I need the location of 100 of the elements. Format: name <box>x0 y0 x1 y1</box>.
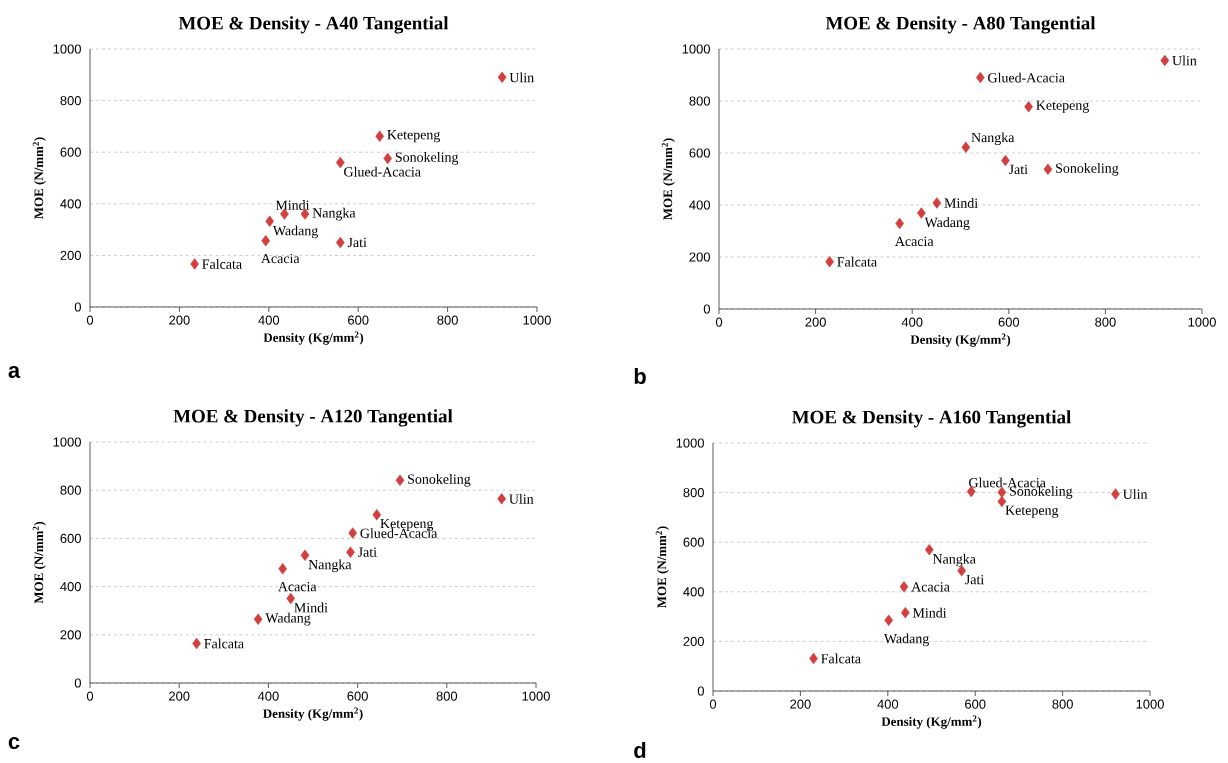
x-axis-title: Density (Kg/mm$^{2}$) <box>263 331 364 345</box>
annotation: Falcata <box>837 256 877 267</box>
y-tick-label: 400 <box>60 199 81 209</box>
y-tick-label: 600 <box>683 537 704 547</box>
x-tick-label: 800 <box>1095 317 1116 327</box>
x-tick-label: 0 <box>86 315 94 325</box>
y-tick-label: 600 <box>689 148 710 158</box>
point <box>1111 488 1120 500</box>
annotation: Glued-Acacia <box>344 166 421 177</box>
annotation: Ketepeng <box>1005 505 1059 518</box>
y-axis-title: MOE (N/mm$^{2}$) <box>32 521 46 604</box>
x-tick-label: 600 <box>965 699 986 709</box>
x-tick-label: 0 <box>86 691 94 701</box>
x-tick-label: 0 <box>715 317 723 327</box>
annotation: Sonokeling <box>1056 163 1119 176</box>
point <box>884 614 894 627</box>
x-tick-label: 1000 <box>1136 699 1164 709</box>
y-tick-label: 1000 <box>676 438 704 448</box>
annotation: Wadang <box>883 633 929 647</box>
annotation: Nangka <box>971 132 1015 146</box>
x-tick-label: 1000 <box>522 691 550 701</box>
annotation: Ketepeng <box>1036 100 1089 113</box>
x-tick-label: 400 <box>257 691 279 701</box>
y-tick-label: 200 <box>689 252 710 262</box>
point <box>997 495 1007 508</box>
chart-title: MOE & Density - A160 Tangential <box>792 410 1071 428</box>
chart-title: MOE & Density - A40 Tangential <box>178 16 449 34</box>
annotation: Wadang <box>924 217 970 230</box>
y-axis-title: MOE (N/mm$^{2}$) <box>32 137 46 219</box>
text: c <box>8 736 20 750</box>
y-tick-label: 800 <box>60 96 81 106</box>
y-tick-label: 400 <box>689 200 710 210</box>
point <box>917 207 926 219</box>
x-axis-title: Density (Kg/mm$^{2}$) <box>910 333 1011 347</box>
annotation: Acacia <box>911 582 950 592</box>
point <box>286 592 296 605</box>
y-axis-title: MOE (N/mm$^{2}$) <box>661 138 675 220</box>
y-tick-label: 800 <box>683 488 704 498</box>
x-tick-label: 800 <box>437 315 458 325</box>
point <box>190 258 199 270</box>
annotation: Jati <box>357 547 377 557</box>
x-tick-label: 600 <box>347 691 368 701</box>
y-tick-label: 200 <box>683 636 704 646</box>
x-tick-label: 200 <box>805 317 826 327</box>
annotation: Jati <box>965 574 984 585</box>
x-axis-title: Density (Kg/mm$^{2}$) <box>263 707 363 721</box>
x-tick-label: 1000 <box>523 315 551 325</box>
y-tick-label: 200 <box>60 630 81 640</box>
y-tick-label: 0 <box>703 304 710 314</box>
y-tick-label: 1000 <box>53 437 81 447</box>
y-tick-label: 200 <box>60 250 81 260</box>
annotation: Mindi <box>294 602 328 613</box>
y-axis-title: MOE (N/mm$^{2}$) <box>655 526 669 608</box>
annotation: Sonokeling <box>408 473 471 487</box>
annotation: Nangka <box>932 553 976 567</box>
x-tick-label: 0 <box>709 699 717 709</box>
annotation: Nangka <box>312 207 356 221</box>
point <box>278 563 287 575</box>
point <box>1024 101 1033 113</box>
annotation: Ulin <box>509 493 534 504</box>
x-tick-label: 800 <box>436 691 458 701</box>
point <box>1160 54 1170 67</box>
point <box>375 130 384 142</box>
point <box>395 474 405 487</box>
annotation: Ulin <box>1122 489 1148 499</box>
annotation: Ulin <box>1172 55 1197 66</box>
y-tick-label: 600 <box>60 147 81 157</box>
annotation: Sonokeling <box>1010 486 1073 499</box>
y-tick-label: 600 <box>60 533 81 543</box>
point <box>961 141 971 153</box>
x-axis-title: Density (Kg/mm$^{2}$) <box>881 715 982 729</box>
point <box>497 493 506 505</box>
point <box>932 197 942 209</box>
annotation: Acacia <box>894 236 934 247</box>
annotation: Acacia <box>261 253 300 264</box>
x-tick-label: 200 <box>790 699 811 709</box>
annotation: Mindi <box>275 200 310 210</box>
annotation: Sonokeling <box>395 152 459 165</box>
point <box>300 549 310 561</box>
x-tick-label: 400 <box>877 699 899 709</box>
point <box>265 215 275 228</box>
annotation: Falcata <box>202 258 242 269</box>
y-tick-label: 1000 <box>682 44 710 54</box>
point <box>383 152 393 165</box>
y-tick-label: 800 <box>60 485 81 495</box>
y-tick-label: 800 <box>689 96 710 106</box>
point <box>900 606 910 619</box>
annotation: Jati <box>1008 164 1028 175</box>
x-tick-label: 200 <box>169 315 190 325</box>
x-tick-label: 600 <box>998 317 1020 327</box>
annotation: Wadang <box>265 612 311 626</box>
annotation: Mindi <box>944 198 978 208</box>
y-tick-label: 400 <box>683 587 704 597</box>
y-tick-label: 0 <box>74 302 81 312</box>
point <box>346 546 355 558</box>
text: a <box>8 365 21 378</box>
y-tick-label: 0 <box>74 678 81 688</box>
annotation: Falcata <box>204 638 244 649</box>
y-tick-label: 400 <box>60 582 81 592</box>
text: d <box>634 741 646 759</box>
